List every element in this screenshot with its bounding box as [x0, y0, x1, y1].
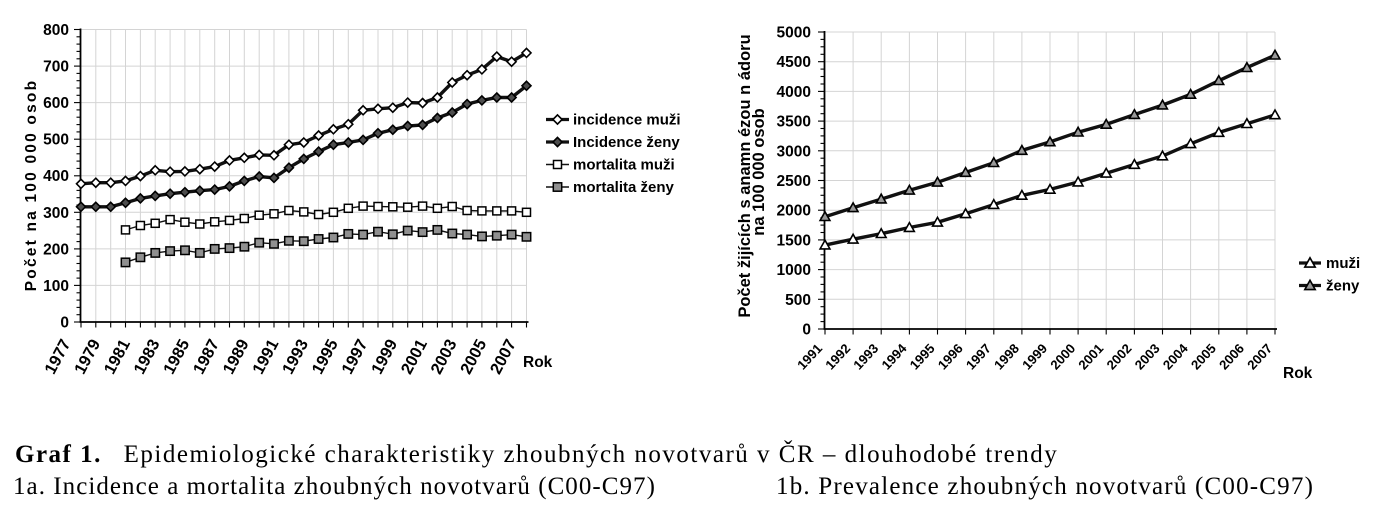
svg-text:1b. Prevalence zhoubných novot: 1b. Prevalence zhoubných novotvarů (C00-… [776, 473, 1314, 500]
svg-text:700: 700 [43, 59, 69, 76]
svg-text:2500: 2500 [777, 173, 811, 190]
svg-text:Graf 1. Epidemiologické chara: Graf 1. Epidemiologické charakteristiky … [15, 440, 1058, 468]
svg-text:0: 0 [802, 322, 811, 339]
svg-text:2000: 2000 [777, 203, 811, 220]
svg-text:5000: 5000 [777, 25, 811, 42]
svg-text:800: 800 [43, 22, 69, 39]
svg-text:incidence muži: incidence muži [573, 112, 681, 129]
svg-text:1500: 1500 [777, 232, 811, 249]
svg-text:Počet na 100 000 osob: Počet na 100 000 osob [23, 79, 40, 291]
svg-text:600: 600 [43, 95, 69, 112]
svg-text:mortalita muži: mortalita muži [573, 157, 675, 174]
svg-text:500: 500 [43, 132, 69, 149]
svg-text:3000: 3000 [777, 143, 811, 160]
svg-text:0: 0 [60, 315, 69, 332]
svg-text:Počet žijících s anamn ézou n: Počet žijících s anamn ézou n ádoru [736, 34, 754, 317]
svg-text:na 100 000 osob: na 100 000 osob [750, 108, 768, 235]
svg-text:4000: 4000 [777, 84, 811, 101]
svg-text:4500: 4500 [777, 54, 811, 71]
svg-text:mortalita ženy: mortalita ženy [573, 179, 675, 196]
svg-text:Rok: Rok [1283, 365, 1313, 382]
svg-text:100: 100 [43, 278, 69, 295]
svg-text:300: 300 [43, 205, 69, 222]
svg-text:200: 200 [43, 241, 69, 258]
svg-text:Rok: Rok [523, 354, 553, 371]
svg-text:3500: 3500 [777, 114, 811, 131]
svg-text:400: 400 [43, 168, 69, 185]
svg-text:1a. Incidence a mortalita zhou: 1a. Incidence a mortalita zhoubných novo… [13, 473, 656, 500]
svg-text:ženy: ženy [1326, 278, 1360, 295]
svg-text:muži: muži [1326, 255, 1360, 272]
svg-text:500: 500 [785, 292, 811, 309]
svg-text:1000: 1000 [777, 262, 811, 279]
svg-text:Incidence ženy: Incidence ženy [573, 134, 680, 151]
